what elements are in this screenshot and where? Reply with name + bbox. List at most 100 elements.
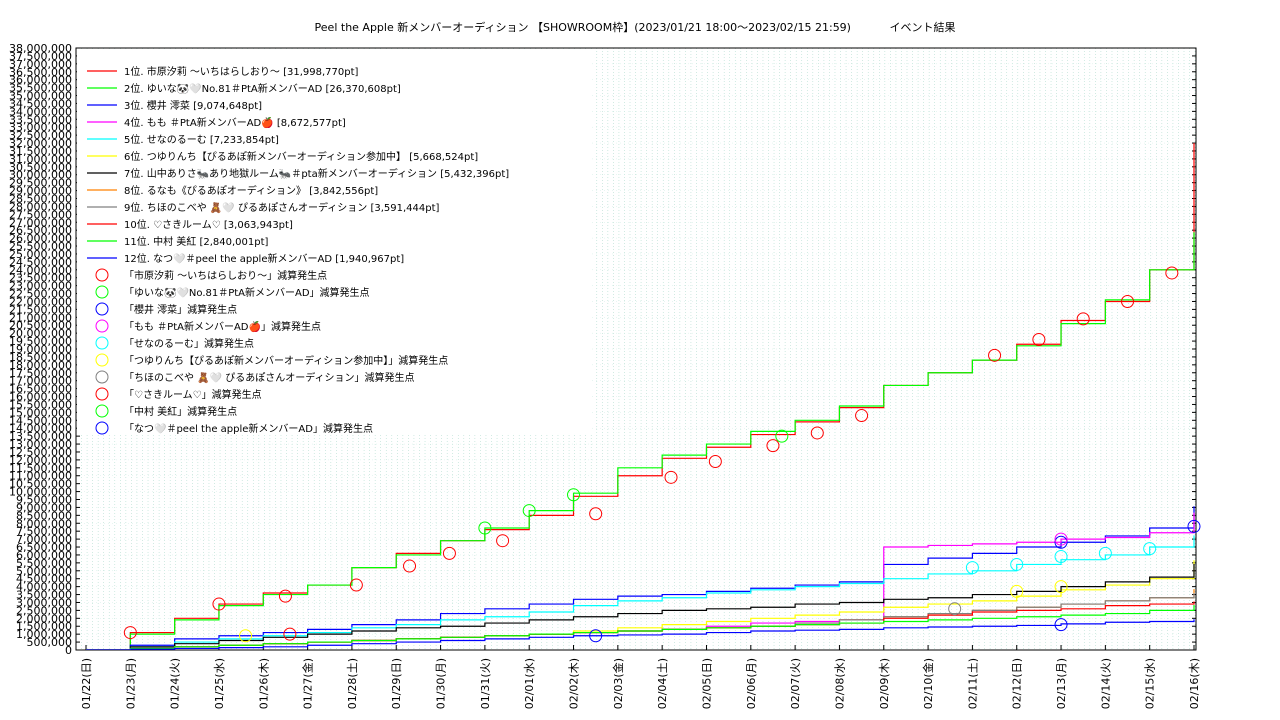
- deduction-marker: [965, 561, 979, 575]
- axes: 0500,0001,000,0001,500,0002,000,0002,500…: [9, 42, 1201, 709]
- y-tick-label: 24,000,000: [9, 264, 72, 277]
- x-tick-label: 01/29(日): [390, 658, 403, 709]
- deduction-marker: [442, 546, 456, 560]
- legend-label: 「もも ＃PtA新メンバーAD🍎」減算発生点: [124, 320, 321, 333]
- y-tick-label: 37,500,000: [9, 50, 72, 63]
- legend-label: 「中村 美紅」減算発生点: [124, 405, 237, 418]
- deduction-marker: [1165, 266, 1179, 280]
- y-tick-label: 35,000,000: [9, 90, 72, 103]
- y-tick-label: 36,000,000: [9, 74, 72, 87]
- deduction-marker: [478, 521, 492, 535]
- x-tick-label: 02/14(火): [1099, 658, 1112, 709]
- legend-label: 3位. 櫻井 澪菜 [9,074,648pt]: [124, 99, 262, 112]
- legend-swatch-marker: [95, 353, 109, 367]
- x-tick-label: 02/10(金): [921, 658, 935, 709]
- y-tick-label: 13,500,000: [9, 430, 72, 443]
- x-tick-label: 01/27(金): [301, 658, 315, 709]
- deduction-marker: [589, 629, 603, 643]
- deduction-marker: [708, 454, 722, 468]
- deduction-marker: [1054, 580, 1068, 594]
- y-tick-label: 14,000,000: [9, 422, 72, 435]
- legend-swatch-marker: [95, 421, 109, 435]
- series-lines: [86, 143, 1195, 650]
- y-tick-label: 26,000,000: [9, 232, 72, 245]
- deduction-marker: [239, 629, 253, 643]
- y-tick-label: 500,000: [27, 636, 73, 649]
- legend: 1位. 市原汐莉 〜いちはらしおり〜 [31,998,770pt] 2位. ゆいな…: [77, 49, 592, 435]
- y-tick-label: 3,500,000: [16, 589, 72, 602]
- chart-title: Peel the Apple 新メンバーオーディション 【SHOWROOM枠】(…: [314, 21, 956, 34]
- x-tick-label: 02/02(木): [568, 658, 581, 709]
- legend-label: 12位. なつ🤍＃peel the apple新メンバーAD [1,940,96…: [124, 252, 404, 265]
- y-tick-label: 7,500,000: [16, 525, 72, 538]
- legend-label: 「ゆいな🐼🤍No.81＃PtA新メンバーAD」減算発生点: [124, 286, 370, 299]
- legend-label: 8位. るなも《ぴるあぽオーディション》 [3,842,556pt]: [124, 184, 378, 197]
- deduction-marker: [1010, 584, 1024, 598]
- legend-swatch-marker: [95, 404, 109, 418]
- series-line: [86, 563, 1195, 650]
- legend-swatch-marker: [95, 387, 109, 401]
- y-tick-label: 24,500,000: [9, 256, 72, 269]
- y-tick-label: 37,000,000: [9, 58, 72, 71]
- deduction-marker: [1143, 542, 1157, 556]
- deduction-marker: [1121, 294, 1135, 308]
- legend-label: 6位. つゆりんち【ぴるあぽ新メンバーオーディション参加中】 [5,668,52…: [124, 150, 478, 163]
- y-tick-label: 26,500,000: [9, 224, 72, 237]
- y-tick-label: 27,500,000: [9, 208, 72, 221]
- legend-background: [77, 49, 592, 435]
- y-tick-label: 31,500,000: [9, 145, 72, 158]
- y-tick-label: 34,000,000: [9, 105, 72, 118]
- x-tick-label: 02/06(月): [745, 658, 758, 709]
- y-tick-label: 6,000,000: [16, 549, 72, 562]
- y-tick-label: 35,500,000: [9, 82, 72, 95]
- y-tick-label: 11,000,000: [9, 470, 72, 483]
- y-tick-label: 7,000,000: [16, 533, 72, 546]
- legend-label: 10位. ♡さきルーム♡ [3,063,943pt]: [124, 218, 293, 231]
- y-tick-label: 14,500,000: [9, 414, 72, 427]
- y-tick-label: 1,000,000: [16, 628, 72, 641]
- x-tick-label: 01/30(月): [435, 658, 448, 709]
- y-tick-label: 10,000,000: [9, 486, 72, 499]
- y-tick-label: 28,000,000: [9, 200, 72, 213]
- y-tick-label: 18,500,000: [9, 351, 72, 364]
- y-tick-label: 33,000,000: [9, 121, 72, 134]
- y-tick-label: 4,000,000: [16, 581, 72, 594]
- x-tick-label: 02/04(土): [656, 658, 669, 709]
- legend-label: 「櫻井 澪菜」減算発生点: [124, 303, 237, 316]
- deduction-marker: [589, 507, 603, 521]
- y-tick-label: 27,000,000: [9, 216, 72, 229]
- y-tick-label: 22,000,000: [9, 295, 72, 308]
- deduction-marker: [664, 470, 678, 484]
- y-tick-label: 9,000,000: [16, 501, 72, 514]
- legend-label: 9位. ちほのこべや 🧸🤍 ぴるあぽさんオーディション [3,591,444pt…: [124, 201, 440, 214]
- y-tick-label: 34,500,000: [9, 97, 72, 110]
- x-tick-label: 01/28(土): [346, 658, 359, 709]
- y-tick-label: 29,500,000: [9, 177, 72, 190]
- y-tick-label: 19,000,000: [9, 343, 72, 356]
- y-tick-label: 23,000,000: [9, 280, 72, 293]
- legend-label: 11位. 中村 美紅 [2,840,001pt]: [124, 235, 269, 248]
- y-tick-label: 9,500,000: [16, 494, 72, 507]
- y-tick-label: 8,000,000: [16, 517, 72, 530]
- deduction-marker: [1054, 618, 1068, 632]
- x-tick-label: 02/11(土): [966, 658, 979, 709]
- legend-swatch-marker: [95, 268, 109, 282]
- series-line: [86, 512, 1195, 650]
- y-tick-label: 30,000,000: [9, 169, 72, 182]
- x-tick-label: 01/22(日): [80, 658, 93, 709]
- x-tick-label: 01/25(水): [213, 658, 226, 709]
- y-tick-label: 25,500,000: [9, 240, 72, 253]
- legend-label: 1位. 市原汐莉 〜いちはらしおり〜 [31,998,770pt]: [124, 65, 359, 78]
- y-tick-label: 17,000,000: [9, 375, 72, 388]
- legend-label: 「せなのるーむ」減算発生点: [124, 337, 254, 350]
- x-tick-label: 02/09(木): [878, 658, 891, 709]
- deduction-marker: [1054, 550, 1068, 564]
- y-tick-label: 15,000,000: [9, 406, 72, 419]
- legend-label: 「なつ🤍＃peel the apple新メンバーAD」減算発生点: [124, 422, 373, 435]
- deduction-marker: [1076, 312, 1090, 326]
- y-tick-label: 5,500,000: [16, 557, 72, 570]
- y-tick-label: 28,500,000: [9, 193, 72, 206]
- legend-label: 2位. ゆいな🐼🤍No.81＃PtA新メンバーAD [26,370,608pt]: [124, 82, 401, 95]
- y-tick-label: 0: [65, 644, 72, 657]
